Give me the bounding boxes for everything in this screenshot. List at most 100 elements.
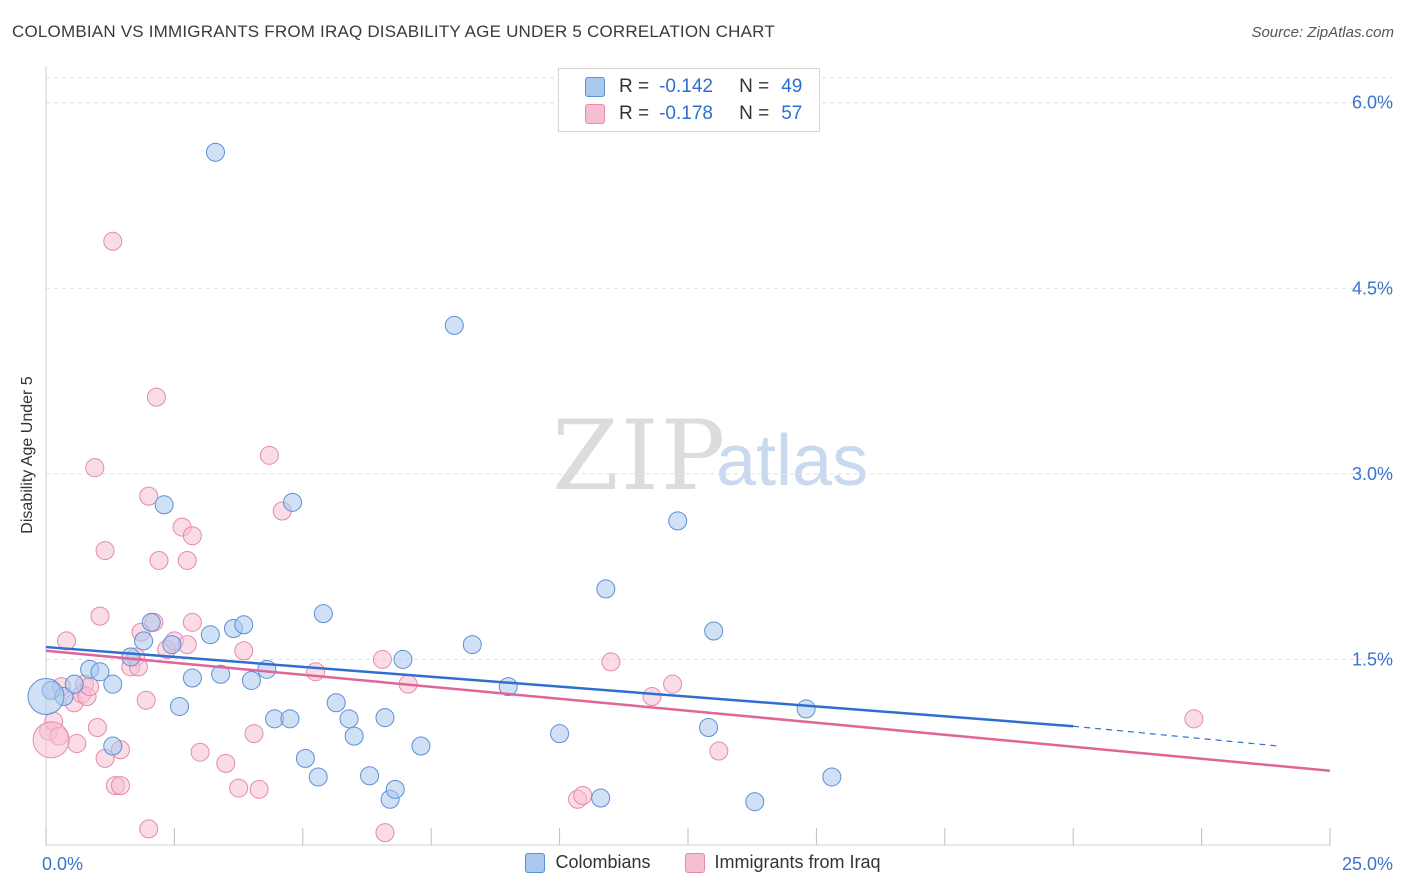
legend-label-iraq: Immigrants from Iraq (714, 852, 881, 872)
colombians-n-value: 49 (781, 76, 803, 97)
iraq-point (136, 690, 156, 710)
gridlines (46, 77, 1392, 660)
watermark-zip: ZIP (552, 400, 728, 512)
iraq-point (87, 717, 107, 737)
colombians-point (313, 604, 333, 624)
stats-row-iraq: R = -0.178 N = 57 (585, 103, 802, 125)
colombians-point (103, 736, 123, 756)
n-label: N = (739, 103, 770, 124)
iraq-point (182, 612, 202, 632)
colombians-point (280, 709, 300, 729)
colombians-swatch (585, 77, 605, 97)
iraq-point (139, 486, 159, 506)
colombians-point (704, 621, 724, 641)
colombians-point (90, 662, 110, 682)
iraq-point (139, 819, 159, 839)
series-iraq-points (32, 231, 1204, 843)
stats-legend: R = -0.142 N = 49 R = -0.178 N = 57 (558, 68, 820, 132)
colombians-point (200, 625, 220, 645)
iraq-point (372, 649, 392, 669)
colombians-point (170, 696, 190, 716)
r-label: R = (619, 76, 650, 97)
iraq-point (259, 445, 279, 465)
series-colombians-points (27, 142, 842, 812)
colombians-point (154, 495, 174, 515)
iraq-point (67, 734, 87, 754)
legend-label-colombians: Colombians (555, 852, 651, 872)
iraq-point (1184, 709, 1204, 729)
iraq-swatch (585, 104, 605, 124)
y-tick-label: 6.0% (1352, 93, 1393, 113)
colombians-point (27, 678, 65, 716)
trendlines (45, 645, 1331, 773)
colombians-point (283, 492, 303, 512)
colombians-point (134, 631, 154, 651)
colombians-point (796, 699, 816, 719)
colombians-point (211, 664, 231, 684)
legend-swatch-iraq (684, 852, 705, 873)
watermark-atlas: atlas (716, 421, 869, 501)
colombians-r-value: -0.142 (659, 76, 713, 97)
colombians-point (375, 708, 395, 728)
y-tick-label: 1.5% (1352, 649, 1393, 669)
legend-item-colombians[interactable]: Colombians (525, 852, 651, 873)
iraq-point (85, 458, 105, 478)
colombians-point (745, 792, 765, 812)
iraq-point (146, 387, 166, 407)
trendline-colombians-extension (1073, 725, 1279, 747)
colombians-point (326, 693, 346, 713)
colombians-point (308, 767, 328, 787)
chart-title: COLOMBIAN VS IMMIGRANTS FROM IRAQ DISABI… (12, 22, 775, 41)
colombians-point (141, 612, 161, 632)
iraq-point (216, 753, 236, 773)
iraq-point (663, 674, 683, 694)
iraq-point (229, 778, 249, 798)
iraq-point (149, 550, 169, 570)
colombians-point (462, 635, 482, 655)
iraq-point (95, 541, 115, 561)
colombians-point (103, 674, 123, 694)
y-tick-label: 4.5% (1352, 278, 1393, 298)
colombians-point (205, 142, 225, 162)
colombians-point (360, 766, 380, 786)
iraq-point (642, 687, 662, 707)
y-tick-label: 3.0% (1352, 464, 1393, 484)
x-tick-label: 0.0% (42, 854, 83, 874)
stats-row-colombians: R = -0.142 N = 49 (585, 76, 802, 98)
colombians-point (444, 315, 464, 335)
iraq-point (601, 652, 621, 672)
colombians-point (699, 717, 719, 737)
iraq-point (190, 742, 210, 762)
axes (45, 66, 1331, 846)
source-label: Source: ZipAtlas.com (1251, 24, 1394, 41)
colombians-point (182, 668, 202, 688)
iraq-point (110, 776, 130, 796)
iraq-point (306, 662, 326, 682)
iraq-point (103, 231, 123, 251)
colombians-point (596, 579, 616, 599)
colombians-point (411, 736, 431, 756)
n-label: N = (739, 76, 770, 97)
colombians-point (64, 674, 84, 694)
iraq-point (249, 779, 269, 799)
colombians-point (339, 709, 359, 729)
iraq-point (32, 721, 70, 759)
iraq-point (244, 724, 264, 744)
y-axis-label: Disability Age Under 5 (19, 376, 36, 534)
colombians-point (234, 615, 254, 635)
colombians-point (822, 767, 842, 787)
legend-item-iraq[interactable]: Immigrants from Iraq (684, 852, 881, 873)
iraq-point (177, 550, 197, 570)
legend-swatch-colombians (525, 852, 546, 873)
iraq-point (182, 526, 202, 546)
tick-labels: 1.5% 3.0% 4.5% 6.0% 0.0% 25.0% (42, 93, 1393, 874)
trendline-iraq (45, 649, 1331, 773)
colombians-point (668, 511, 688, 531)
colombians-point (295, 748, 315, 768)
colombians-point (550, 724, 570, 744)
iraq-r-value: -0.178 (659, 103, 713, 124)
colombians-point (385, 779, 405, 799)
colombians-point (241, 670, 261, 690)
colombians-point (393, 649, 413, 669)
